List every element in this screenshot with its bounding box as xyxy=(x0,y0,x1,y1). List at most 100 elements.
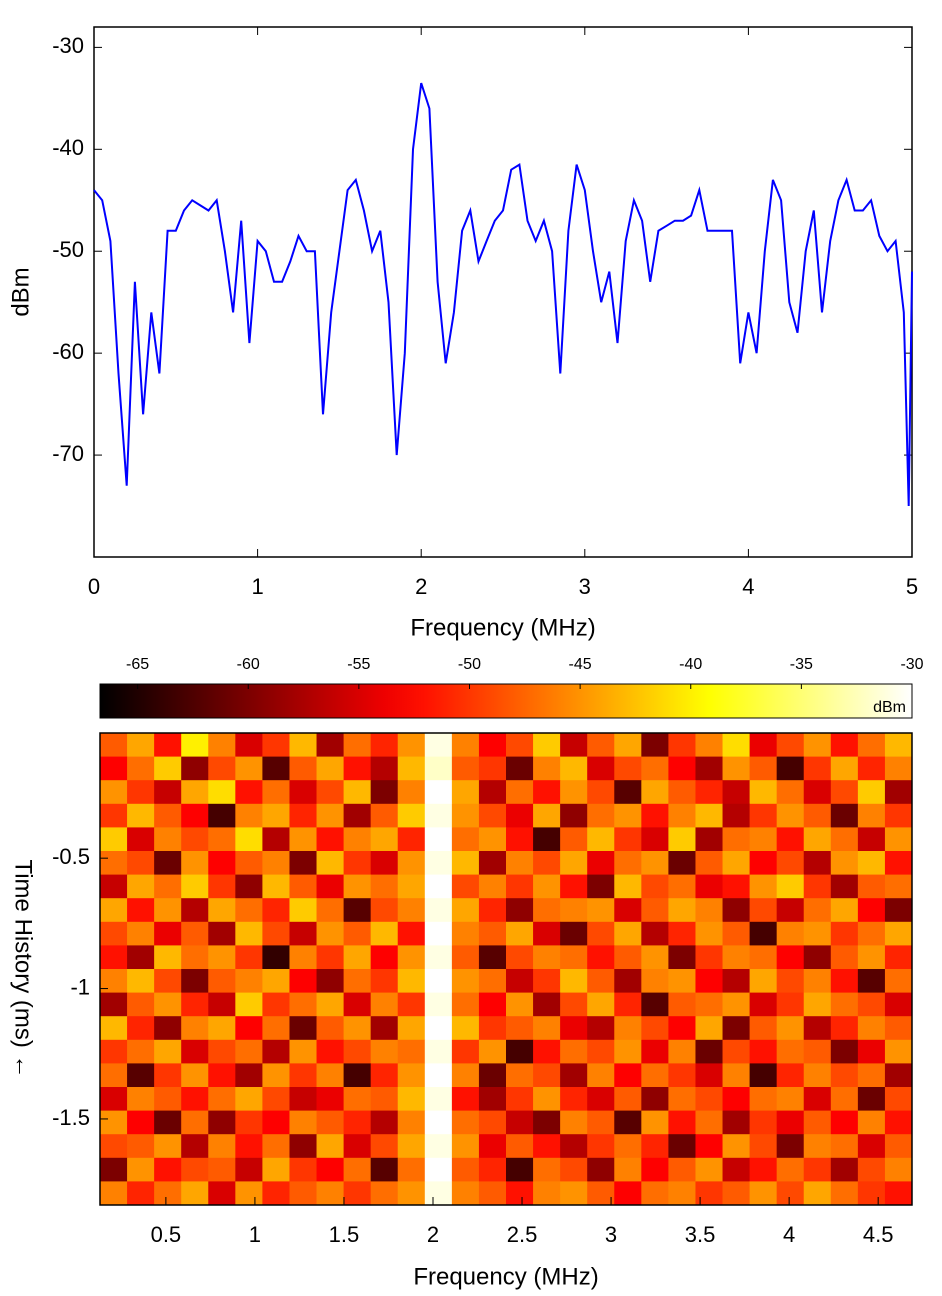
heatmap-cell xyxy=(316,1134,344,1159)
heatmap-cell xyxy=(343,945,372,970)
colorbar-tick-label: -30 xyxy=(900,656,923,673)
colorbar-tick-label: -65 xyxy=(126,656,149,673)
heatmap-cell xyxy=(884,1087,913,1111)
heatmap-cell xyxy=(154,1016,182,1041)
heatmap-cell xyxy=(695,1157,723,1182)
heatmap-cell xyxy=(506,1181,534,1206)
heatmap-cell xyxy=(560,969,588,993)
x-tick-label: 1 xyxy=(249,1222,261,1247)
heatmap-cell xyxy=(316,898,344,923)
heatmap-cell xyxy=(695,1063,723,1088)
heatmap-cell xyxy=(154,921,182,946)
x-tick-label: 2.5 xyxy=(507,1222,538,1247)
heatmap-cell xyxy=(181,1181,209,1206)
heatmap-cell xyxy=(749,803,778,828)
heatmap-cell xyxy=(695,1039,723,1064)
heatmap-cell xyxy=(776,733,805,757)
heatmap-cell xyxy=(722,874,750,899)
heatmap-cell xyxy=(641,1087,669,1111)
heatmap-cell xyxy=(127,733,155,757)
heatmap-cell xyxy=(100,1039,128,1064)
heatmap-cell xyxy=(154,733,182,757)
heatmap-cell xyxy=(695,1087,723,1111)
heatmap-cell xyxy=(560,1181,588,1206)
heatmap-cell xyxy=(614,1016,642,1041)
heatmap-cell xyxy=(776,1087,805,1111)
heatmap-cell xyxy=(587,1181,615,1206)
heatmap-cell xyxy=(776,780,805,805)
heatmap-cell xyxy=(235,756,263,781)
heatmap-cell xyxy=(397,780,426,805)
x-tick-label: 3 xyxy=(605,1222,617,1247)
heatmap-cell xyxy=(749,756,778,781)
spectrum-line xyxy=(93,82,913,507)
heatmap-cell xyxy=(262,898,290,923)
heatmap-cell xyxy=(478,1039,507,1064)
heatmap-cell xyxy=(343,1016,372,1041)
heatmap-cell xyxy=(424,1134,453,1159)
heatmap-cell xyxy=(343,874,372,899)
heatmap-cell xyxy=(722,1087,750,1111)
heatmap-cell xyxy=(289,945,317,970)
heatmap-cell xyxy=(830,1181,859,1206)
heatmap-cell xyxy=(424,898,453,923)
heatmap-cell xyxy=(181,1110,209,1135)
heatmap-cell xyxy=(424,1181,453,1206)
heatmap-cell xyxy=(614,921,642,946)
heatmap-cell xyxy=(208,969,236,993)
heatmap-cell xyxy=(289,1063,317,1088)
heatmap-cell xyxy=(668,921,696,946)
heatmap-cell xyxy=(316,969,344,993)
heatmap-cell xyxy=(614,969,642,993)
heatmap-cell xyxy=(722,803,750,828)
heatmap-cell xyxy=(884,827,913,852)
heatmap-cell xyxy=(397,921,426,946)
heatmap-cell xyxy=(560,1063,588,1088)
heatmap-cell xyxy=(289,780,317,805)
heatmap-cell xyxy=(154,945,182,970)
heatmap-cell xyxy=(749,1087,778,1111)
heatmap-cell xyxy=(343,898,372,923)
heatmap-cell xyxy=(208,921,236,946)
heatmap-cell xyxy=(857,921,886,946)
heatmap-cell xyxy=(424,803,453,828)
heatmap-cell xyxy=(830,921,859,946)
heatmap-cell xyxy=(181,969,209,993)
heatmap-cell xyxy=(722,1063,750,1088)
heatmap-cell xyxy=(533,1063,561,1088)
y-tick-label: -30 xyxy=(52,33,84,58)
heatmap-cell xyxy=(316,780,344,805)
heatmap-cell xyxy=(722,1181,750,1206)
heatmap-cell xyxy=(668,851,696,875)
heatmap-cell xyxy=(343,1087,372,1111)
heatmap-cell xyxy=(614,898,642,923)
heatmap-cell xyxy=(668,874,696,899)
heatmap-cell xyxy=(830,969,859,993)
heatmap-cell xyxy=(749,1039,778,1064)
heatmap-cell xyxy=(262,1157,290,1182)
heatmap-cell xyxy=(533,945,561,970)
heatmap-cell xyxy=(533,1039,561,1064)
heatmap-cell xyxy=(478,874,507,899)
heatmap-cell xyxy=(397,874,426,899)
heatmap-cell xyxy=(100,1087,128,1111)
heatmap-cell xyxy=(343,921,372,946)
heatmap-cell xyxy=(451,874,480,899)
heatmap-cell xyxy=(397,945,426,970)
heatmap-cell xyxy=(370,1110,399,1135)
heatmap-cell xyxy=(641,827,669,852)
heatmap-cell xyxy=(181,992,209,1017)
heatmap-cell xyxy=(506,898,534,923)
heatmap-cell xyxy=(262,874,290,899)
heatmap-cell xyxy=(451,1016,480,1041)
heatmap-cell xyxy=(478,756,507,781)
heatmap-cell xyxy=(235,1134,263,1159)
heatmap-cell xyxy=(451,803,480,828)
heatmap-cell xyxy=(370,733,399,757)
x-tick-label: 0 xyxy=(88,574,100,599)
heatmap-cell xyxy=(370,756,399,781)
heatmap-cell xyxy=(560,851,588,875)
heatmap-cell xyxy=(776,992,805,1017)
heatmap-cell xyxy=(289,1087,317,1111)
heatmap-cell xyxy=(587,827,615,852)
